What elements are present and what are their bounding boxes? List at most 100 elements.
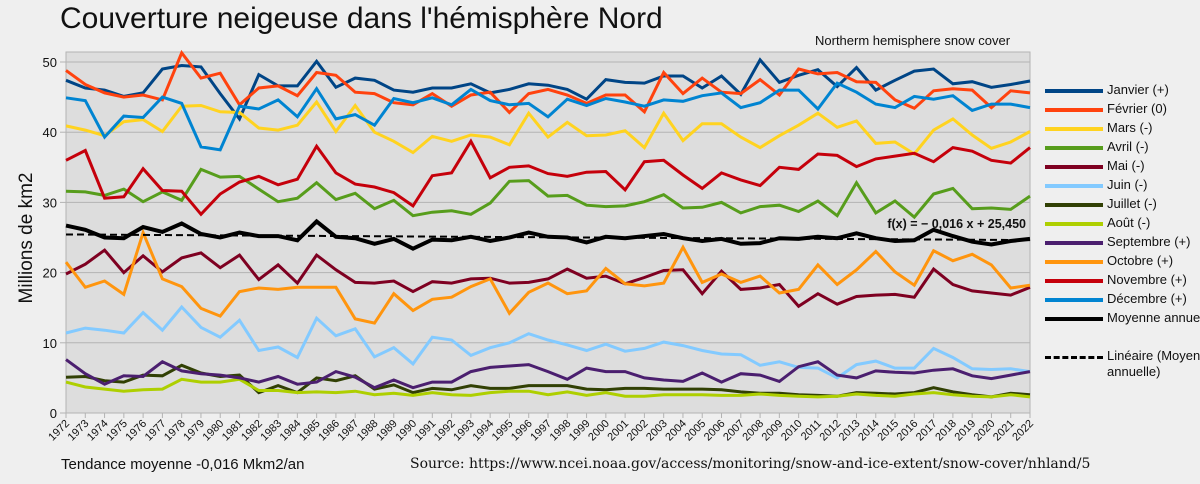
legend-swatch — [1045, 279, 1103, 283]
legend-swatch — [1045, 184, 1103, 188]
y-tick-label: 10 — [43, 336, 57, 351]
legend-item: Février (0) — [1045, 101, 1200, 120]
gridlines — [66, 61, 1030, 414]
legend-label: Décembre (+) — [1107, 291, 1187, 306]
x-tick-label: 2021 — [991, 418, 1017, 444]
legend-label: Novembre (+) — [1107, 272, 1187, 287]
x-tick-label: 1989 — [374, 418, 400, 444]
legend-item: Juillet (-) — [1045, 196, 1200, 215]
x-tick-label: 2009 — [760, 418, 786, 444]
legend-item: Moyenne annuelle — [1045, 310, 1200, 348]
x-tick-label: 1972 — [46, 418, 72, 444]
x-tick-label: 1996 — [509, 418, 535, 444]
legend-swatch — [1045, 89, 1103, 93]
legend-label: Avril (-) — [1107, 139, 1149, 154]
x-tick-label: 2012 — [818, 418, 844, 444]
x-tick-label: 2001 — [605, 418, 631, 444]
legend-label: Mars (-) — [1107, 120, 1153, 135]
legend-swatch — [1045, 203, 1103, 207]
y-tick-label: 20 — [43, 266, 57, 281]
legend-item: Décembre (+) — [1045, 291, 1200, 310]
legend-label: Janvier (+) — [1107, 82, 1169, 97]
trend-note: Tendance moyenne -0,016 Mkm2/an — [61, 456, 305, 473]
legend-swatch — [1045, 241, 1103, 245]
legend-swatch — [1045, 108, 1103, 112]
x-tick-label: 2002 — [625, 418, 651, 444]
legend-item: Mai (-) — [1045, 158, 1200, 177]
series-line — [65, 304, 1031, 380]
x-tick-label: 2018 — [933, 418, 959, 444]
legend-item: Avril (-) — [1045, 139, 1200, 158]
line-chart: 0 10 20 30 40 50 1972197319741975197619771978… — [43, 49, 1036, 443]
x-tick-label: 1985 — [297, 418, 323, 444]
legend-swatch — [1045, 165, 1103, 169]
y-tick-label: 40 — [43, 125, 57, 140]
legend-swatch — [1045, 222, 1103, 226]
x-tick-label: 1991 — [413, 418, 439, 444]
legend-item: Septembre (+) — [1045, 234, 1200, 253]
legend-item: Octobre (+) — [1045, 253, 1200, 272]
x-tick-label: 1982 — [239, 418, 265, 444]
legend-swatch — [1045, 146, 1103, 150]
y-tick-label: 0 — [50, 406, 57, 421]
x-tick-label: 1977 — [143, 418, 169, 444]
legend-swatch — [1045, 356, 1103, 359]
series-line — [65, 248, 1031, 309]
legend-item: Août (-) — [1045, 215, 1200, 234]
legend-label: Linéaire (Moyenne annuelle) — [1107, 348, 1200, 379]
legend: Janvier (+) Février (0) Mars (-) Avril (-) M… — [1045, 82, 1200, 406]
legend-item: Janvier (+) — [1045, 82, 1200, 101]
x-tick-label: 2006 — [702, 418, 728, 444]
legend-swatch — [1045, 260, 1103, 264]
trendline — [65, 233, 1031, 242]
x-tick-label: 2022 — [1010, 418, 1036, 444]
chart-subtitle: Northerm hemisphere snow cover — [815, 33, 1011, 48]
x-tick-label: 1974 — [85, 418, 111, 444]
x-tick-label: 1997 — [528, 418, 554, 444]
series-line — [65, 358, 1031, 390]
x-tick-label: 1995 — [490, 418, 516, 444]
x-tick-label: 2005 — [683, 418, 709, 444]
legend-swatch — [1045, 298, 1103, 302]
x-tick-label: 2014 — [856, 418, 882, 444]
legend-label: Juillet (-) — [1107, 196, 1157, 211]
x-tick-label: 2020 — [972, 418, 998, 444]
x-tick-label: 2016 — [895, 418, 921, 444]
series-line — [65, 81, 1031, 152]
x-tick-label: 2004 — [663, 418, 689, 444]
source-citation: Source: https://www.ncei.noaa.gov/access… — [410, 456, 1091, 472]
series-line — [65, 167, 1031, 220]
x-tick-label: 2019 — [952, 418, 978, 444]
trendline-equation: f(x) = − 0,016 x + 25,450 — [887, 217, 1026, 231]
x-tick-label: 1994 — [470, 418, 496, 444]
x-tick-label: 1975 — [104, 418, 130, 444]
x-tick-label: 1976 — [123, 418, 149, 444]
chart-title: Couverture neigeuse dans l'hémisphère No… — [60, 2, 663, 35]
x-tick-label: 1987 — [336, 418, 362, 444]
legend-label: Mai (-) — [1107, 158, 1145, 173]
x-tick-label: 1986 — [316, 418, 342, 444]
legend-label: Février (0) — [1107, 101, 1167, 116]
legend-label: Septembre (+) — [1107, 234, 1191, 249]
series-line — [65, 49, 1031, 115]
x-tick-label: 2008 — [740, 418, 766, 444]
x-axis-ticks: 1972197319741975197619771978197919801981… — [46, 413, 1036, 443]
x-tick-label: 2003 — [644, 418, 670, 444]
legend-label: Juin (-) — [1107, 177, 1148, 192]
x-tick-label: 1993 — [451, 418, 477, 444]
x-tick-label: 1983 — [258, 418, 284, 444]
x-tick-label: 1999 — [567, 418, 593, 444]
x-tick-label: 1979 — [181, 418, 207, 444]
series-line — [65, 99, 1031, 156]
legend-item: Juin (-) — [1045, 177, 1200, 196]
legend-label: Octobre (+) — [1107, 253, 1174, 268]
x-tick-label: 2013 — [837, 418, 863, 444]
x-tick-label: 2017 — [914, 418, 940, 444]
legend-item: Linéaire (Moyenne annuelle) — [1045, 348, 1200, 406]
x-tick-label: 2007 — [721, 418, 747, 444]
x-tick-label: 1988 — [355, 418, 381, 444]
series-line — [65, 377, 1031, 399]
x-tick-label: 1992 — [432, 418, 458, 444]
x-tick-label: 2015 — [875, 418, 901, 444]
x-tick-label: 2010 — [779, 418, 805, 444]
